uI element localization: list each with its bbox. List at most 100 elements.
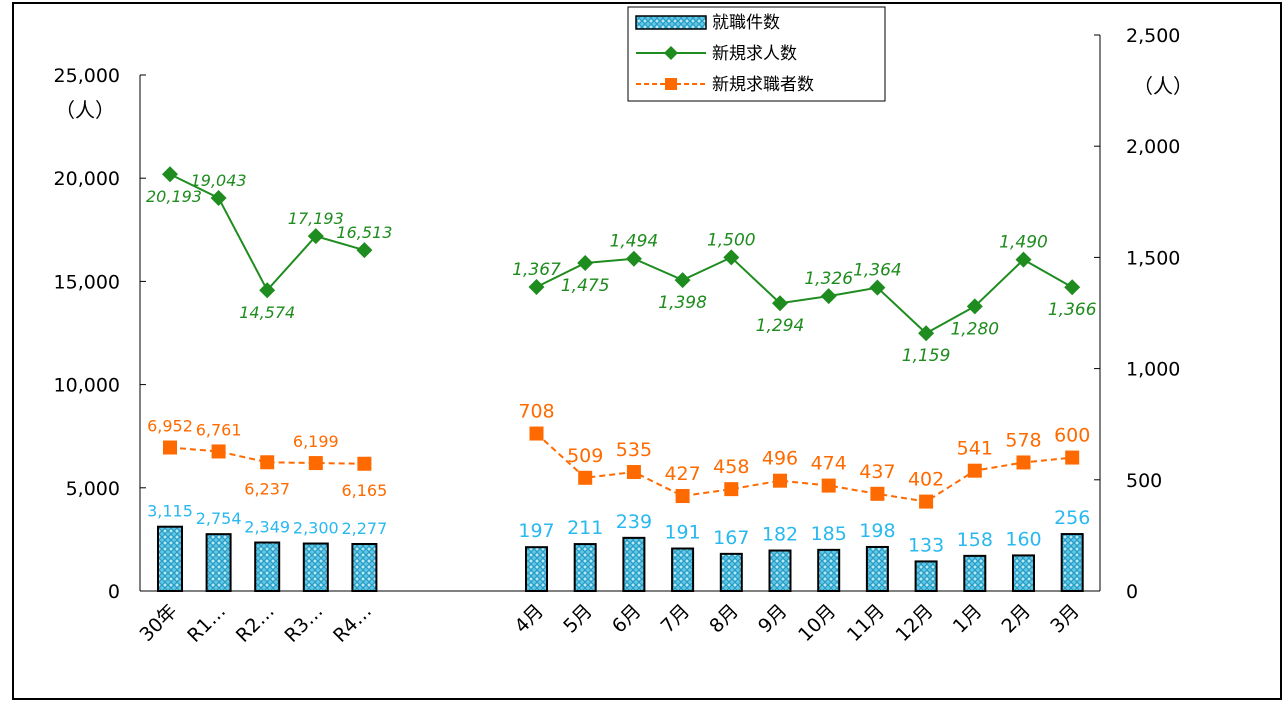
bar-12月: [914, 560, 938, 592]
legend-openings-marker: [664, 46, 678, 60]
seekers-value-label: 6,952: [147, 417, 193, 436]
seekers-marker: [919, 494, 934, 509]
bar-value-label: 3,115: [147, 502, 193, 521]
right-tick-label: 2,500: [1126, 25, 1180, 47]
openings-marker: [162, 166, 178, 183]
x-axis-label: 1月: [949, 600, 987, 638]
left-tick-label: 0: [108, 581, 120, 603]
seekers-marker: [626, 465, 641, 480]
openings-value-label: 1,364: [853, 261, 902, 281]
seekers-value-label: 708: [518, 401, 554, 423]
left-tick-label: 5,000: [66, 478, 120, 500]
x-axis-label: 12月: [892, 600, 938, 646]
legend-seekers-marker: [665, 78, 677, 90]
seekers-value-label: 6,165: [341, 481, 387, 500]
x-axis-labels: 30年 R1… R2… R3… R4… 4月 5月 6月 7月 8月 9月 10月 11月 12月 1月 2月…: [135, 600, 1083, 647]
openings-marker: [625, 250, 642, 267]
seekers-value-label: 509: [567, 445, 603, 467]
bar-value-label: 239: [616, 511, 652, 533]
openings-marker: [1015, 251, 1032, 268]
bar-R1…: [205, 533, 232, 592]
seekers-line: [169, 446, 365, 465]
right-axis-ticks: 2,500 2,000 1,500 1,000 500 0: [1094, 25, 1180, 603]
bar-2月: [1012, 554, 1035, 593]
openings-value-label: 1,398: [658, 293, 707, 313]
seekers-marker: [967, 463, 982, 478]
x-axis-label: 2月: [997, 600, 1035, 638]
left-tick-label: 20,000: [54, 168, 120, 190]
right-tick-label: 2,000: [1126, 136, 1180, 158]
seekers-marker: [1065, 450, 1080, 465]
openings-marker: [1064, 279, 1081, 296]
legend: 就職件数 新規求人数 新規求職者数: [627, 6, 886, 102]
bar-3月: [1060, 533, 1084, 593]
openings-marker: [528, 278, 545, 295]
x-axis-label: 30年: [135, 600, 181, 646]
x-axis-label: R3…: [280, 600, 327, 647]
openings-marker: [577, 254, 594, 271]
right-tick-label: 1,500: [1126, 247, 1180, 269]
x-axis-label: 6月: [608, 600, 646, 638]
left-tick-label: 15,000: [54, 271, 120, 293]
right-tick-label: 0: [1126, 581, 1138, 603]
seekers-value-label: 427: [664, 463, 700, 485]
bar-value-label: 211: [567, 517, 603, 539]
outer-border: [12, 2, 1282, 700]
seekers-marker: [773, 473, 787, 488]
x-axis-label: R1…: [183, 600, 230, 647]
seekers-marker: [724, 482, 739, 497]
seekers-value-label: 496: [762, 448, 798, 470]
bar-R4…: [351, 543, 378, 593]
bar-value-label: 2,349: [244, 518, 290, 537]
openings-value-label: 20,193: [146, 187, 202, 206]
seekers-value-label: 535: [616, 439, 652, 461]
x-axis-label: 7月: [657, 600, 695, 638]
openings-line: [536, 256, 1073, 335]
bar-R3…: [302, 542, 329, 593]
openings-marker: [723, 249, 740, 266]
bar-4月: [525, 546, 548, 592]
bar-value-label: 2,277: [341, 519, 387, 538]
openings-value-label: 17,193: [288, 209, 344, 228]
openings-marker: [210, 189, 227, 206]
seekers-value-label: 437: [859, 461, 895, 483]
seekers-value-label: 474: [811, 453, 847, 475]
bar-8月: [719, 552, 743, 592]
x-axis-label: 8月: [705, 600, 743, 638]
seekers-marker: [675, 489, 690, 504]
seekers-line: [535, 432, 1073, 503]
openings-marker: [869, 279, 886, 296]
bar-11月: [865, 545, 889, 592]
openings-value-label: 1,367: [512, 260, 561, 280]
bar-value-label: 2,754: [196, 509, 242, 528]
openings-value-label: 14,574: [239, 303, 295, 322]
seekers-value-label: 600: [1054, 425, 1090, 447]
openings-marker: [356, 242, 373, 259]
bar-6月: [622, 536, 646, 592]
bar-value-label: 160: [1005, 528, 1041, 550]
openings-marker: [307, 228, 324, 245]
bar-value-label: 158: [957, 529, 993, 551]
seekers-marker: [529, 426, 544, 441]
seekers-marker: [870, 486, 885, 501]
right-tick-label: 500: [1126, 470, 1162, 492]
x-axis-label: R4…: [329, 600, 376, 647]
legend-label-seekers: 新規求職者数: [712, 75, 814, 95]
openings-marker: [772, 295, 788, 312]
openings-value-label: 1,494: [610, 232, 659, 252]
seekers-marker: [163, 440, 177, 455]
openings-value-label: 1,294: [756, 316, 805, 336]
openings-value-label: 16,513: [336, 223, 392, 242]
openings-marker: [918, 325, 935, 342]
bar-series: [157, 525, 1084, 593]
seekers-value-label: 541: [957, 438, 993, 460]
bar-value-label: 2,300: [293, 519, 339, 538]
seekers-marker: [211, 444, 226, 459]
x-axis-label: 9月: [754, 600, 792, 638]
seekers-value-label: 458: [713, 456, 749, 478]
seekers-marker: [308, 456, 323, 471]
left-tick-label: 25,000: [54, 65, 120, 87]
bar-7月: [671, 547, 695, 593]
bar-1月: [963, 554, 987, 592]
legend-label-placements: 就職件数: [712, 13, 780, 33]
